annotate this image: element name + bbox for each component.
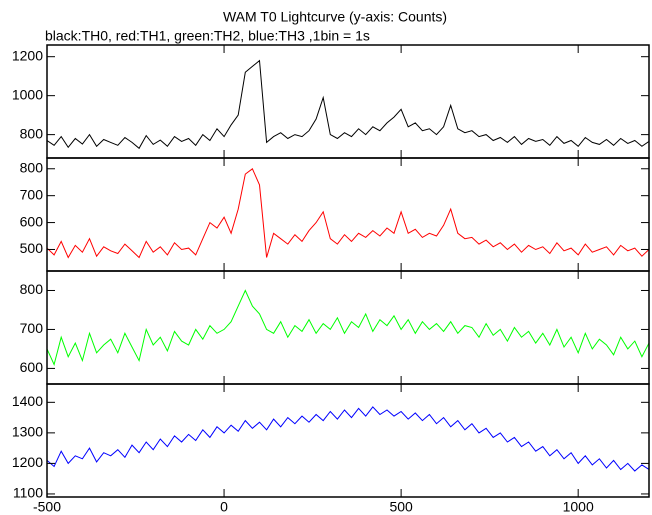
y-tick-label: 1300 (12, 424, 43, 440)
x-tick-label: 0 (220, 499, 228, 515)
y-tick-label: 1000 (12, 86, 43, 102)
y-tick-label: 600 (20, 359, 44, 375)
series-line (47, 59, 649, 150)
y-tick-label: 1200 (12, 47, 43, 63)
y-tick-label: 500 (20, 240, 44, 256)
x-tick-label: 500 (389, 499, 413, 515)
panel-frame (46, 383, 650, 498)
panel-frame (46, 44, 650, 159)
chart-subtitle: black:TH0, red:TH1, green:TH2, blue:TH3 … (45, 28, 370, 44)
series-line (47, 289, 649, 366)
series-line (47, 168, 649, 259)
y-tick-label: 1400 (12, 393, 43, 409)
y-tick-label: 800 (20, 159, 44, 175)
y-tick-label: 800 (20, 281, 44, 297)
x-tick-label: -500 (33, 499, 61, 515)
x-tick-label: 1000 (563, 499, 594, 515)
y-tick-label: 1200 (12, 454, 43, 470)
series-line (47, 406, 649, 472)
y-tick-label: 1100 (13, 485, 43, 501)
chart-title: WAM T0 Lightcurve (y-axis: Counts) (223, 9, 447, 25)
y-tick-label: 700 (20, 320, 44, 336)
y-tick-label: 800 (20, 125, 44, 141)
panel-frame (46, 157, 650, 272)
y-tick-label: 700 (20, 186, 44, 202)
y-tick-label: 600 (20, 213, 44, 229)
